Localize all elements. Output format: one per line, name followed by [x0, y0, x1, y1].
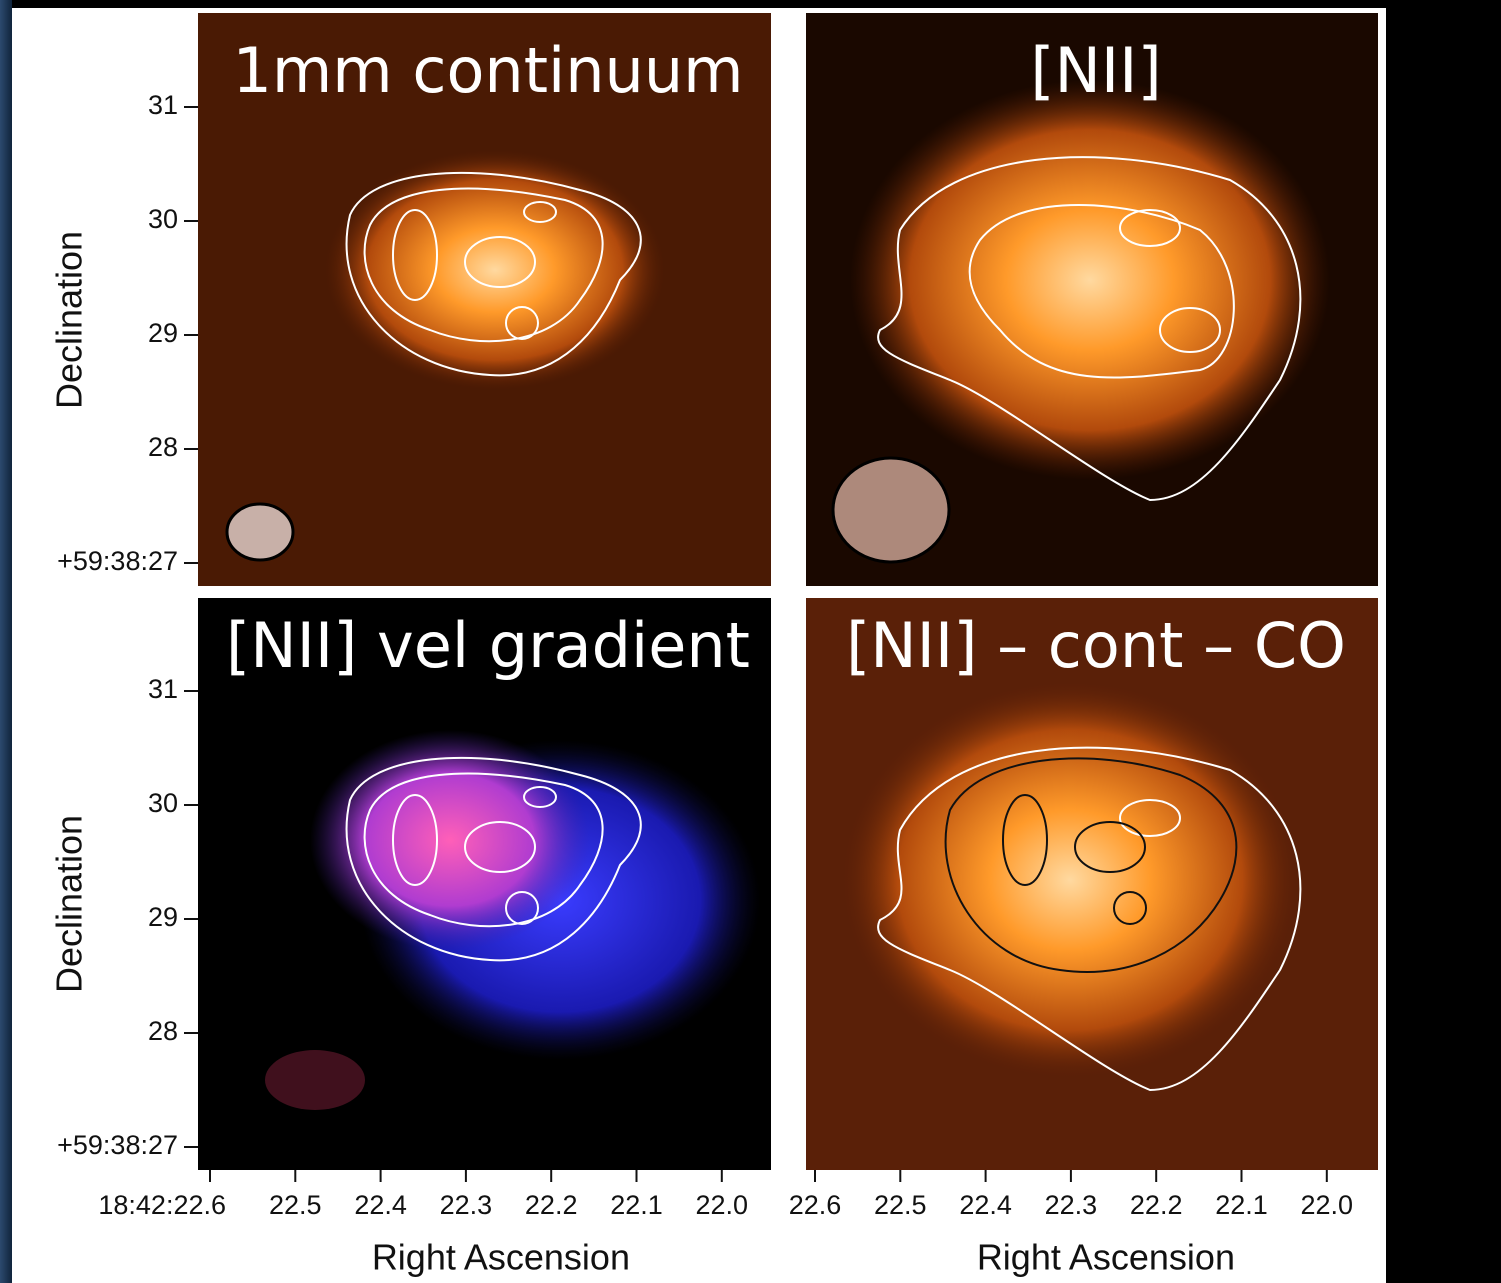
y-tick-label: 31 [148, 674, 178, 704]
x-tick-label: 22.5 [874, 1190, 927, 1220]
panel-title: [NII] vel gradient [226, 609, 750, 682]
x-tick-label: 22.5 [269, 1190, 322, 1220]
x-tick-label: 22.3 [440, 1190, 493, 1220]
panel-title: [NII] [1030, 34, 1161, 107]
panel-velocity [198, 598, 771, 1170]
edge-strip [0, 0, 12, 1283]
x-tick-label: 22.6 [789, 1190, 842, 1220]
panel-continuum [198, 13, 771, 586]
y-tick-label: 31 [148, 90, 178, 120]
x-tick-label: 22.0 [696, 1190, 749, 1220]
y-tick-label: 30 [148, 788, 178, 818]
x-tick-label: 22.0 [1301, 1190, 1354, 1220]
y-tick-label: 29 [148, 318, 178, 348]
y-axis-label: Declination [49, 815, 90, 993]
panel-nii [806, 13, 1378, 586]
x-tick-label: 18:42:22.6 [98, 1190, 226, 1220]
panel-title: [NII] – cont – CO [846, 609, 1346, 682]
x-tick-label: 22.2 [1130, 1190, 1183, 1220]
panel-title: 1mm continuum [232, 34, 743, 107]
x-axis-label: Right Ascension [977, 1237, 1235, 1278]
labels: 1mm continuum [NII] [NII] vel gradient [NII… [49, 34, 1354, 1277]
y-tick-label: 28 [148, 1016, 178, 1046]
panel-combined [806, 598, 1378, 1170]
y-tick-label: +59:38:27 [57, 1130, 178, 1160]
y-tick-label: 30 [148, 204, 178, 234]
x-tick-label: 22.1 [610, 1190, 663, 1220]
y-tick-label: 28 [148, 432, 178, 462]
y-tick-label: +59:38:27 [57, 546, 178, 576]
x-axis-label: Right Ascension [372, 1237, 630, 1278]
y-tick-label: 29 [148, 902, 178, 932]
y-axis-label: Declination [49, 231, 90, 409]
x-tick-label: 22.4 [959, 1190, 1012, 1220]
x-tick-label: 22.1 [1215, 1190, 1268, 1220]
x-tick-label: 22.4 [354, 1190, 407, 1220]
x-tick-label: 22.3 [1045, 1190, 1098, 1220]
x-tick-label: 22.2 [525, 1190, 578, 1220]
